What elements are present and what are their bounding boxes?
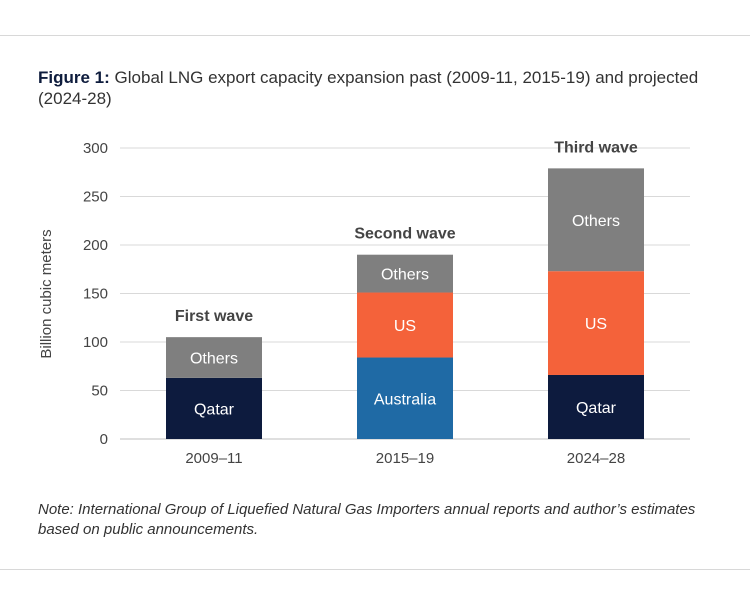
bars: Qatar Others Australia US Others Qatar US Other… — [166, 168, 644, 439]
y-axis-ticks: 0 50 100 150 200 250 300 — [83, 140, 108, 448]
y-tick-label: 150 — [83, 286, 108, 303]
segment-label: US — [585, 316, 607, 333]
figure-label: Figure 1: — [38, 68, 110, 87]
segment-label: US — [394, 318, 416, 335]
bar-segment-qatar — [166, 377, 262, 439]
bar-segment-others — [548, 168, 644, 272]
bar-stack: Australia US Others — [357, 254, 453, 439]
y-tick-label: 250 — [83, 189, 108, 206]
y-tick-label: 200 — [83, 237, 108, 254]
figure-caption: Figure 1: Global LNG export capacity exp… — [38, 67, 718, 109]
bar-segment-others — [357, 254, 453, 293]
top-divider — [0, 35, 750, 36]
figure-title: Global LNG export capacity expansion pas… — [38, 68, 699, 108]
y-tick-label: 50 — [91, 383, 108, 400]
y-tick-label: 100 — [83, 334, 108, 351]
bottom-divider — [0, 569, 750, 570]
segment-label: Qatar — [194, 401, 235, 418]
segment-label: Australia — [374, 391, 436, 408]
bar-stack: Qatar Others — [166, 337, 262, 439]
x-tick-label: 2015–19 — [376, 450, 434, 467]
segment-label: Others — [572, 213, 620, 230]
wave-label: First wave — [175, 308, 253, 325]
bar-segment-us — [357, 292, 453, 358]
x-tick-label: 2024–28 — [567, 450, 625, 467]
segment-label: Qatar — [576, 400, 617, 417]
y-axis-label: Billion cubic meters — [38, 229, 55, 358]
x-axis-ticks: 2009–11 2015–19 2024–28 — [185, 450, 625, 467]
segment-label: Others — [381, 267, 429, 284]
y-tick-label: 0 — [100, 431, 108, 448]
source-note: Note: International Group of Liquefied N… — [38, 501, 696, 538]
bar-segment-others — [166, 337, 262, 378]
bar-segment-qatar — [548, 374, 644, 439]
wave-label: Third wave — [554, 139, 638, 156]
bar-stack: Qatar US Others — [548, 168, 644, 439]
segment-label: Others — [190, 351, 238, 368]
bar-segment-australia — [357, 357, 453, 439]
x-tick-label: 2009–11 — [185, 450, 242, 467]
wave-label: Second wave — [354, 226, 455, 243]
y-tick-label: 300 — [83, 140, 108, 157]
wave-labels: First wave Second wave Third wave — [175, 139, 638, 325]
bar-segment-us — [548, 271, 644, 375]
